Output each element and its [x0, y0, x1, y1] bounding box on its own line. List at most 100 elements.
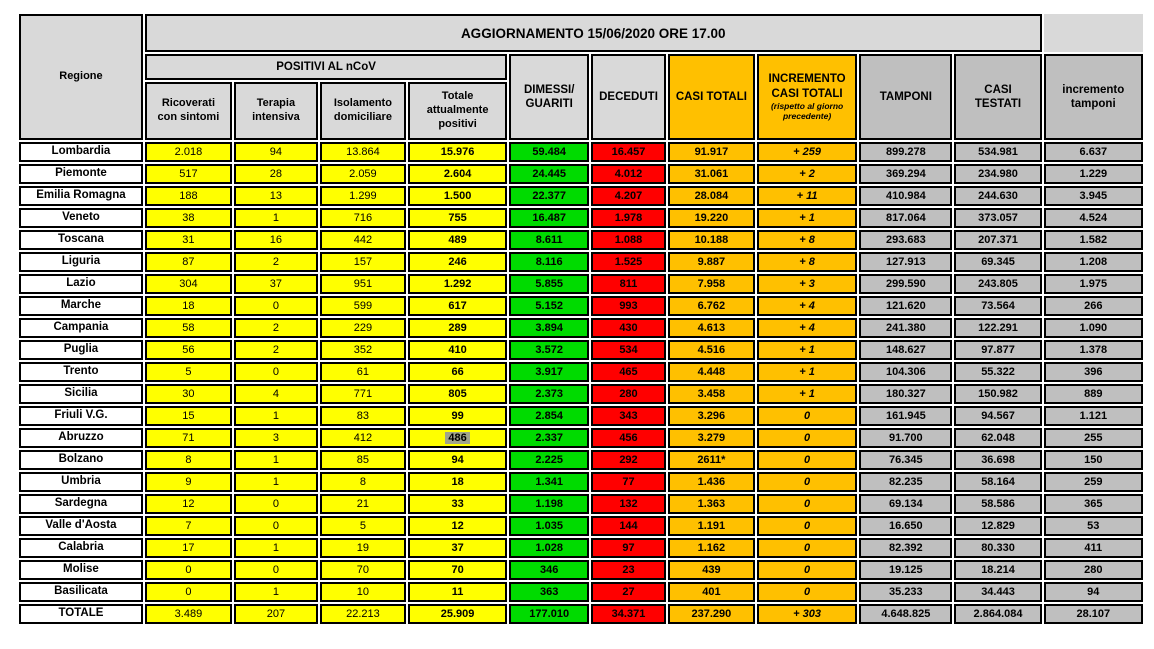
cell-isolamento: 5 — [319, 516, 406, 536]
cell-tamponi: 180.327 — [859, 384, 953, 404]
cell-tamponi: 82.235 — [859, 472, 953, 492]
cell-incremento: + 1 — [756, 384, 858, 404]
header-totale-attualmente-positivi: Totale attualmente positivi — [407, 82, 508, 140]
cell-ricoverati: 30 — [144, 384, 232, 404]
cell-incremento: 0 — [756, 494, 858, 514]
cell-tamponi: 121.620 — [859, 296, 953, 316]
cell-casi_totali: 9.887 — [667, 252, 755, 272]
cell-ricoverati: 58 — [144, 318, 232, 338]
cell-region: Trento — [19, 362, 143, 382]
cell-terapia: 1 — [233, 208, 318, 228]
cell-totale_positivi: 246 — [407, 252, 508, 272]
cell-tamponi: 35.233 — [859, 582, 953, 602]
corner-spacer — [1043, 14, 1143, 52]
cell-terapia: 2 — [233, 252, 318, 272]
cell-deceduti: 34.371 — [591, 604, 666, 624]
cell-terapia: 13 — [233, 186, 318, 206]
cell-ricoverati: 188 — [144, 186, 232, 206]
cell-incremento: + 4 — [756, 318, 858, 338]
cell-deceduti: 132 — [591, 494, 666, 514]
cell-casi_totali: 31.061 — [667, 164, 755, 184]
cell-totale_positivi: 486 — [407, 428, 508, 448]
cell-casi_testati: 373.057 — [954, 208, 1042, 228]
cell-region: Puglia — [19, 340, 143, 360]
cell-tamponi: 817.064 — [859, 208, 953, 228]
cell-deceduti: 430 — [591, 318, 666, 338]
cell-casi_totali: 4.516 — [667, 340, 755, 360]
cell-casi_testati: 150.982 — [954, 384, 1042, 404]
cell-casi_testati: 244.630 — [954, 186, 1042, 206]
region-row: Emilia Romagna 188 13 1.299 1.500 22.377 4.207… — [19, 186, 1143, 206]
cell-isolamento: 1.299 — [319, 186, 406, 206]
region-row: Basilicata 0 1 10 11 363 27 401 0 35.233 34.443 94 — [19, 582, 1143, 602]
cell-deceduti: 465 — [591, 362, 666, 382]
cell-dimessi: 1.198 — [509, 494, 590, 514]
region-row: Trento 5 0 61 66 3.917 465 4.448 + 1 104.306 55.32… — [19, 362, 1143, 382]
cell-region: Marche — [19, 296, 143, 316]
cell-tamponi: 4.648.825 — [859, 604, 953, 624]
cell-casi_testati: 69.345 — [954, 252, 1042, 272]
cell-terapia: 1 — [233, 472, 318, 492]
cell-incremento: + 259 — [756, 142, 858, 162]
cell-casi_totali: 19.220 — [667, 208, 755, 228]
cell-dimessi: 2.225 — [509, 450, 590, 470]
cell-terapia: 2 — [233, 318, 318, 338]
cell-totale_positivi: 70 — [407, 560, 508, 580]
cell-dimessi: 8.611 — [509, 230, 590, 250]
cell-region: Sicilia — [19, 384, 143, 404]
cell-ricoverati: 517 — [144, 164, 232, 184]
cell-totale_positivi: 18 — [407, 472, 508, 492]
cell-incremento_tamponi: 1.208 — [1043, 252, 1143, 272]
cell-incremento_tamponi: 1.975 — [1043, 274, 1143, 294]
cell-region: Lazio — [19, 274, 143, 294]
region-row: Puglia 56 2 352 410 3.572 534 4.516 + 1 148.627 97… — [19, 340, 1143, 360]
cell-isolamento: 22.213 — [319, 604, 406, 624]
cell-casi_testati: 2.864.084 — [954, 604, 1042, 624]
totale-row: TOTALE 3.489 207 22.213 25.909 177.010 34.371 2… — [19, 604, 1143, 624]
cell-totale_positivi: 37 — [407, 538, 508, 558]
cell-incremento: 0 — [756, 538, 858, 558]
cell-isolamento: 352 — [319, 340, 406, 360]
cell-casi_testati: 58.164 — [954, 472, 1042, 492]
cell-ricoverati: 304 — [144, 274, 232, 294]
cell-incremento_tamponi: 1.378 — [1043, 340, 1143, 360]
region-row: Sardegna 12 0 21 33 1.198 132 1.363 0 69.134 58.58… — [19, 494, 1143, 514]
cell-dimessi: 22.377 — [509, 186, 590, 206]
cell-isolamento: 19 — [319, 538, 406, 558]
cell-deceduti: 280 — [591, 384, 666, 404]
cell-ricoverati: 5 — [144, 362, 232, 382]
cell-deceduti: 23 — [591, 560, 666, 580]
cell-incremento: 0 — [756, 428, 858, 448]
region-row: Umbria 9 1 8 18 1.341 77 1.436 0 82.235 58.164 259 — [19, 472, 1143, 492]
cell-casi_totali: 3.296 — [667, 406, 755, 426]
header-regione: Regione — [19, 14, 143, 140]
cell-totale_positivi: 1.292 — [407, 274, 508, 294]
cell-isolamento: 21 — [319, 494, 406, 514]
cell-dimessi: 16.487 — [509, 208, 590, 228]
cell-terapia: 0 — [233, 362, 318, 382]
cell-casi_totali: 28.084 — [667, 186, 755, 206]
header-ricoverati: Ricoverati con sintomi — [144, 82, 232, 140]
header-incremento-main: INCREMENTO CASI TOTALI — [768, 73, 846, 100]
cell-casi_testati: 94.567 — [954, 406, 1042, 426]
header-incremento-casi-totali: INCREMENTO CASI TOTALI (rispetto al gior… — [756, 54, 858, 140]
region-row: Lombardia 2.018 94 13.864 15.976 59.484 16.457… — [19, 142, 1143, 162]
cell-incremento_tamponi: 396 — [1043, 362, 1143, 382]
cell-incremento_tamponi: 94 — [1043, 582, 1143, 602]
cell-deceduti: 4.012 — [591, 164, 666, 184]
cell-incremento_tamponi: 4.524 — [1043, 208, 1143, 228]
cell-dimessi: 363 — [509, 582, 590, 602]
cell-region: Molise — [19, 560, 143, 580]
region-row: Campania 58 2 229 289 3.894 430 4.613 + 4 241.380… — [19, 318, 1143, 338]
cell-isolamento: 951 — [319, 274, 406, 294]
cell-tamponi: 104.306 — [859, 362, 953, 382]
cell-casi_totali: 4.613 — [667, 318, 755, 338]
cell-casi_totali: 237.290 — [667, 604, 755, 624]
cell-casi_testati: 55.322 — [954, 362, 1042, 382]
cell-totale_positivi: 755 — [407, 208, 508, 228]
cell-terapia: 0 — [233, 296, 318, 316]
cell-terapia: 0 — [233, 560, 318, 580]
cell-incremento_tamponi: 411 — [1043, 538, 1143, 558]
cell-casi_totali: 1.162 — [667, 538, 755, 558]
group-header-row: POSITIVI AL nCoV DIMESSI/ GUARITI DECEDU… — [19, 54, 1143, 140]
